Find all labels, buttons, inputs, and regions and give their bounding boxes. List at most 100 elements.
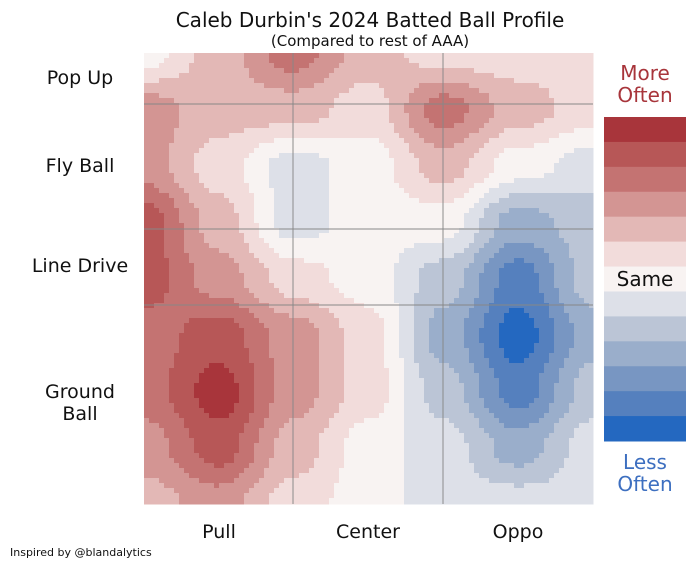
contour-cell bbox=[354, 283, 360, 289]
contour-cell bbox=[314, 213, 320, 219]
contour-cell bbox=[329, 268, 335, 274]
contour-cell bbox=[579, 198, 585, 204]
contour-cell bbox=[544, 153, 550, 159]
contour-cell bbox=[204, 213, 210, 219]
contour-cell bbox=[149, 223, 155, 229]
contour-cell bbox=[319, 203, 325, 209]
contour-cell bbox=[479, 278, 485, 284]
contour-cell bbox=[384, 53, 390, 59]
contour-cell bbox=[169, 193, 175, 199]
contour-cell bbox=[244, 153, 250, 159]
contour-cell bbox=[454, 78, 460, 84]
contour-cell bbox=[459, 143, 465, 149]
contour-cell bbox=[409, 168, 415, 174]
contour-cell bbox=[514, 248, 520, 254]
contour-cell bbox=[534, 273, 540, 279]
contour-cell bbox=[159, 68, 165, 74]
contour-cell bbox=[474, 153, 480, 159]
contour-cell bbox=[339, 183, 345, 189]
contour-cell bbox=[244, 273, 250, 279]
contour-cell bbox=[339, 318, 345, 324]
contour-cell bbox=[444, 183, 450, 189]
contour-cell bbox=[314, 258, 320, 264]
contour-cell bbox=[439, 183, 445, 189]
contour-cell bbox=[469, 213, 475, 219]
contour-cell bbox=[379, 93, 385, 99]
contour-cell bbox=[259, 98, 265, 104]
contour-cell bbox=[534, 278, 540, 284]
contour-cell bbox=[394, 258, 400, 264]
contour-cell bbox=[444, 163, 450, 169]
contour-cell bbox=[174, 268, 180, 274]
contour-cell bbox=[414, 148, 420, 154]
contour-cell bbox=[334, 193, 340, 199]
contour-cell bbox=[384, 248, 390, 254]
contour-cell bbox=[389, 273, 395, 279]
contour-cell bbox=[269, 148, 275, 154]
contour-cell bbox=[344, 253, 350, 259]
contour-cell bbox=[384, 128, 390, 134]
contour-cell bbox=[349, 58, 355, 64]
contour-cell bbox=[254, 163, 260, 169]
contour-cell bbox=[159, 143, 165, 149]
contour-cell bbox=[319, 93, 325, 99]
contour-cell bbox=[284, 178, 290, 184]
contour-cell bbox=[144, 193, 150, 199]
contour-cell bbox=[524, 78, 530, 84]
contour-cell bbox=[219, 53, 225, 59]
contour-cell bbox=[219, 128, 225, 134]
contour-cell bbox=[214, 183, 220, 189]
contour-cell bbox=[459, 198, 465, 204]
contour-cell bbox=[589, 283, 594, 289]
contour-cell bbox=[544, 163, 550, 169]
contour-cell bbox=[199, 283, 205, 289]
contour-cell bbox=[229, 253, 235, 259]
contour-cell bbox=[549, 293, 555, 299]
contour-cell bbox=[434, 203, 440, 209]
contour-cell bbox=[529, 98, 535, 104]
contour-cell bbox=[489, 103, 495, 109]
contour-cell bbox=[149, 68, 155, 74]
contour-cell bbox=[544, 73, 550, 79]
contour-cell bbox=[319, 138, 325, 144]
contour-cell bbox=[499, 73, 505, 79]
contour-cell bbox=[229, 133, 235, 139]
contour-cell bbox=[434, 173, 440, 179]
contour-cell bbox=[339, 328, 345, 334]
contour-cell bbox=[459, 98, 465, 104]
contour-cell bbox=[419, 178, 425, 184]
contour-cell bbox=[574, 218, 580, 224]
contour-cell bbox=[514, 78, 520, 84]
contour-cell bbox=[454, 193, 460, 199]
contour-cell bbox=[364, 263, 370, 269]
contour-cell bbox=[474, 218, 480, 224]
contour-cell bbox=[409, 248, 415, 254]
contour-cell bbox=[444, 78, 450, 84]
contour-cell bbox=[154, 108, 160, 114]
contour-cell bbox=[384, 148, 390, 154]
contour-cell bbox=[539, 158, 545, 164]
contour-cell bbox=[509, 193, 515, 199]
contour-cell bbox=[199, 213, 205, 219]
contour-cell bbox=[194, 103, 200, 109]
contour-cell bbox=[419, 193, 425, 199]
contour-cell bbox=[239, 228, 245, 234]
contour-cell bbox=[304, 273, 310, 279]
contour-cell bbox=[279, 113, 285, 119]
contour-cell bbox=[339, 188, 345, 194]
contour-cell bbox=[219, 228, 225, 234]
contour-cell bbox=[424, 73, 430, 79]
contour-cell bbox=[489, 148, 495, 154]
contour-cell bbox=[184, 263, 190, 269]
contour-cell bbox=[284, 213, 290, 219]
contour-cell bbox=[379, 118, 385, 124]
contour-cell bbox=[414, 318, 420, 324]
contour-cell bbox=[454, 303, 460, 309]
contour-cell bbox=[539, 233, 545, 239]
contour-cell bbox=[584, 273, 590, 279]
contour-cell bbox=[589, 53, 594, 59]
contour-cell bbox=[304, 158, 310, 164]
contour-cell bbox=[319, 88, 325, 94]
contour-cell bbox=[264, 263, 270, 269]
contour-cell bbox=[204, 258, 210, 264]
